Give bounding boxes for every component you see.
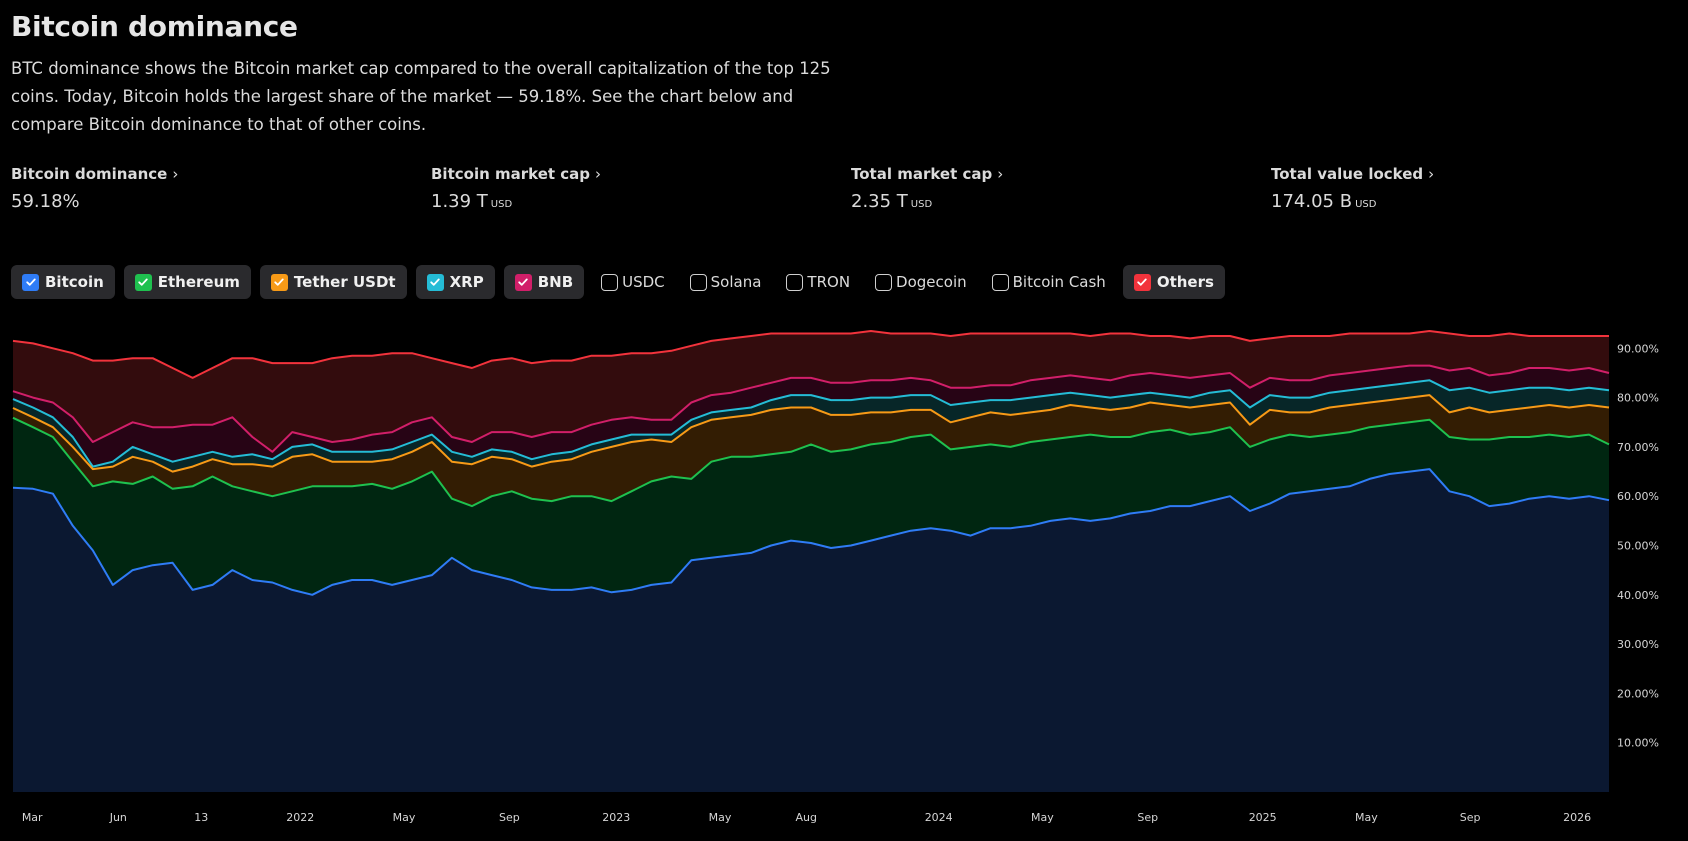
line-others[interactable] [12,330,1609,379]
checkbox-checked-icon[interactable] [514,273,532,291]
x-tick-label: Mar [22,811,43,824]
checkbox-unchecked-icon[interactable] [875,273,893,291]
line-bitcoin[interactable] [12,468,1610,596]
x-tick-label: 2022 [286,811,314,824]
y-tick-label: 60.00% [1617,490,1659,503]
stat-link-total-value-locked[interactable]: Total value locked › [1271,165,1434,183]
stat-value: 2.35 T USD [851,191,1271,212]
checkbox-unchecked-icon[interactable] [786,273,804,291]
legend-chip-label: XRP [449,273,484,291]
checkbox-checked-icon[interactable] [426,273,444,291]
legend-chip-label: Ethereum [157,273,240,291]
stat-unit: USD [490,199,513,210]
checkbox-checked-icon[interactable] [134,273,152,291]
x-tick-label: Jun [109,811,127,824]
stat-value-number: 2.35 T [851,191,908,212]
legend-chip-bnb[interactable]: BNB [503,265,585,299]
area-bitcoin [13,469,1609,792]
chevron-right-icon: › [1428,165,1435,183]
stats-row: Bitcoin dominance › 59.18% Bitcoin marke… [11,164,1688,212]
x-tick-label: 13 [194,811,208,824]
checkbox-unchecked-icon[interactable] [601,273,619,291]
legend-chip-label: Others [1156,273,1214,291]
stat-bitcoin-market-cap: Bitcoin market cap › 1.39 T USD [431,164,851,212]
x-tick-label: May [393,811,416,824]
x-tick-label: 2026 [1563,811,1591,824]
legend-chip-solana[interactable]: Solana [682,265,770,299]
legend-chip-tron[interactable]: TRON [778,265,858,299]
line-ethereum[interactable] [12,416,1610,508]
x-tick-label: Sep [1460,811,1481,824]
legend-chip-label: Solana [710,273,762,291]
legend-chip-label: Tether USDt [293,273,396,291]
x-tick-label: May [1031,811,1054,824]
line-tether-usdt[interactable] [12,394,1610,473]
legend-chip-ethereum[interactable]: Ethereum [123,265,251,299]
y-tick-label: 30.00% [1617,638,1659,651]
chevron-right-icon: › [172,165,179,183]
y-tick-label: 80.00% [1617,392,1659,405]
page-title: Bitcoin dominance [11,10,298,43]
stat-unit: USD [910,199,933,210]
x-tick-label: Sep [1137,811,1158,824]
chevron-right-icon: › [595,165,602,183]
stat-value: 1.39 T USD [431,191,851,212]
legend-chip-usdc[interactable]: USDC [593,265,673,299]
checkbox-unchecked-icon[interactable] [689,273,707,291]
legend-chip-others[interactable]: Others [1122,265,1225,299]
x-tick-label: May [1355,811,1378,824]
legend-chip-label: Bitcoin Cash [1012,273,1106,291]
y-tick-label: 20.00% [1617,687,1659,700]
stat-value-number: 59.18% [11,191,80,212]
stat-link-bitcoin-dominance[interactable]: Bitcoin dominance › [11,165,178,183]
x-tick-label: 2024 [925,811,953,824]
stat-link-total-market-cap[interactable]: Total market cap › [851,165,1003,183]
legend-chip-label: Dogecoin [896,273,967,291]
checkbox-checked-icon[interactable] [1133,273,1151,291]
checkbox-checked-icon[interactable] [22,273,39,291]
x-tick-label: 2023 [602,811,630,824]
legend-chip-dogecoin[interactable]: Dogecoin [867,265,975,299]
legend-chip-tether-usdt[interactable]: Tether USDt [259,265,407,299]
stat-value-number: 1.39 T [431,191,488,212]
stat-label: Bitcoin market cap [431,165,591,183]
stat-label: Bitcoin dominance [11,165,168,183]
legend-chip-bitcoin-cash[interactable]: Bitcoin Cash [984,265,1114,299]
y-tick-label: 50.00% [1617,540,1659,553]
legend-chip-label: TRON [807,273,851,291]
legend-chip-xrp[interactable]: XRP [415,265,495,299]
x-tick-label: Sep [499,811,520,824]
stat-bitcoin-dominance: Bitcoin dominance › 59.18% [11,164,431,212]
legend-chip-label: USDC [622,273,665,291]
chevron-right-icon: › [997,165,1004,183]
stat-label: Total market cap [851,165,993,183]
legend-chips: Bitcoin Ethereum Tether USDt XRP BNB USDC Sola… [11,265,1225,299]
y-tick-label: 90.00% [1617,342,1659,355]
stat-link-bitcoin-market-cap[interactable]: Bitcoin market cap › [431,165,601,183]
stat-value-number: 174.05 B [1271,191,1353,212]
checkbox-unchecked-icon[interactable] [991,273,1009,291]
line-bnb[interactable] [12,364,1610,453]
y-tick-label: 70.00% [1617,441,1659,454]
checkbox-checked-icon[interactable] [270,273,288,291]
x-tick-label: Aug [795,811,816,824]
dominance-chart[interactable]: 10.00% 20.00% 30.00% 40.00% 50.00% 60.00% 70.0… [0,300,1688,841]
x-tick-label: May [709,811,732,824]
legend-chip-label: BNB [537,273,574,291]
stat-label: Total value locked [1271,165,1424,183]
x-tick-label: 2025 [1249,811,1277,824]
stat-unit: USD [1355,199,1377,210]
y-tick-label: 10.00% [1617,737,1659,750]
stat-total-market-cap: Total market cap › 2.35 T USD [851,164,1271,212]
legend-chip-bitcoin[interactable]: Bitcoin [11,265,115,299]
line-xrp[interactable] [12,379,1610,468]
stat-value: 174.05 B USD [1271,191,1688,212]
page-description: BTC dominance shows the Bitcoin market c… [11,59,831,134]
y-tick-label: 40.00% [1617,589,1659,602]
legend-chip-label: Bitcoin [45,273,104,291]
stat-value: 59.18% [11,191,431,212]
stat-total-value-locked: Total value locked › 174.05 B USD [1271,164,1688,212]
